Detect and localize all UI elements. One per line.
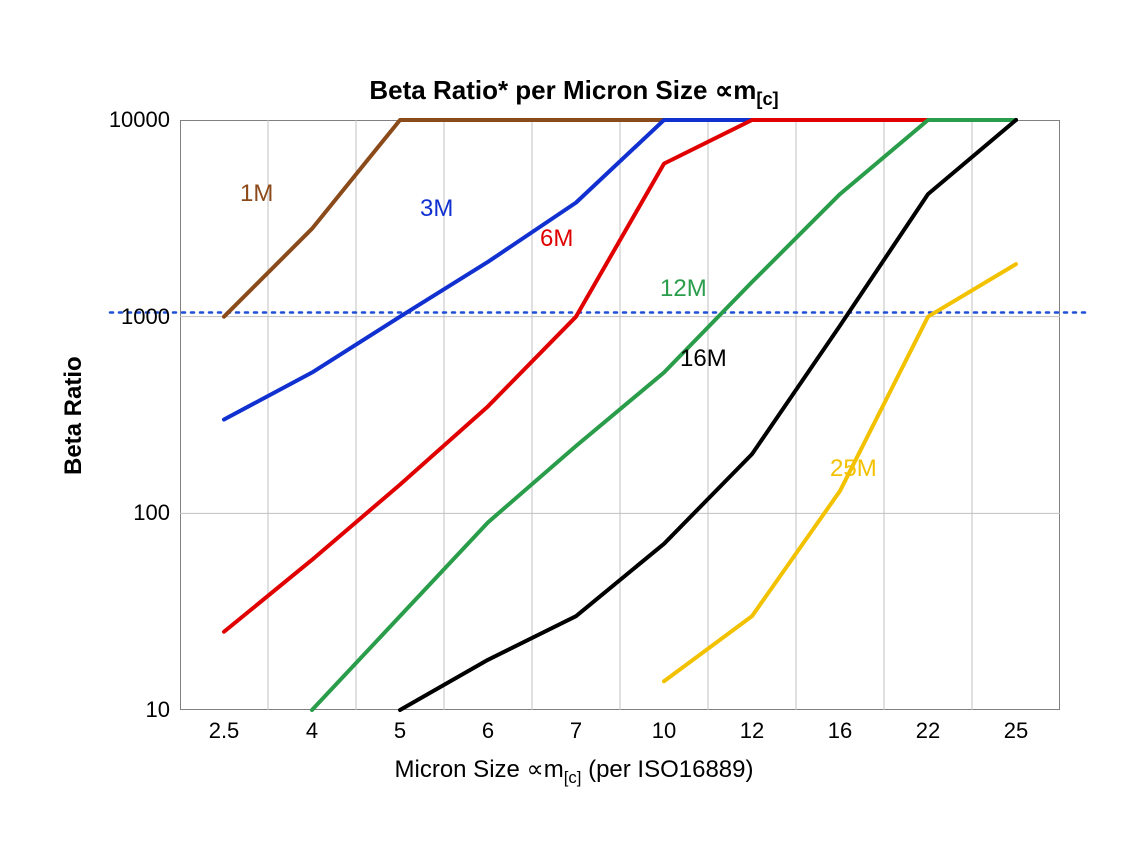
y-tick-label: 1000	[90, 304, 170, 330]
x-tick-label: 22	[916, 718, 940, 744]
x-tick-label: 6	[482, 718, 494, 744]
series-label-3M: 3M	[420, 195, 453, 223]
x-tick-label: 7	[570, 718, 582, 744]
x-axis-label: Micron Size ∝m[c] (per ISO16889)	[0, 755, 1148, 788]
series-label-25M: 25M	[830, 455, 877, 483]
beta-ratio-chart: Beta Ratio* per Micron Size ∝m[c] 2.5456…	[0, 0, 1148, 858]
y-tick-label: 10000	[90, 107, 170, 133]
series-label-6M: 6M	[540, 225, 573, 253]
series-label-16M: 16M	[680, 345, 727, 373]
y-tick-label: 10	[90, 697, 170, 723]
x-tick-label: 12	[740, 718, 764, 744]
x-tick-label: 25	[1004, 718, 1028, 744]
x-tick-label: 2.5	[209, 718, 240, 744]
y-tick-label: 100	[90, 500, 170, 526]
x-tick-label: 4	[306, 718, 318, 744]
x-tick-label: 10	[652, 718, 676, 744]
y-axis-label: Beta Ratio	[60, 356, 88, 475]
series-label-12M: 12M	[660, 275, 707, 303]
x-tick-label: 5	[394, 718, 406, 744]
x-tick-label: 16	[828, 718, 852, 744]
series-label-1M: 1M	[240, 180, 273, 208]
